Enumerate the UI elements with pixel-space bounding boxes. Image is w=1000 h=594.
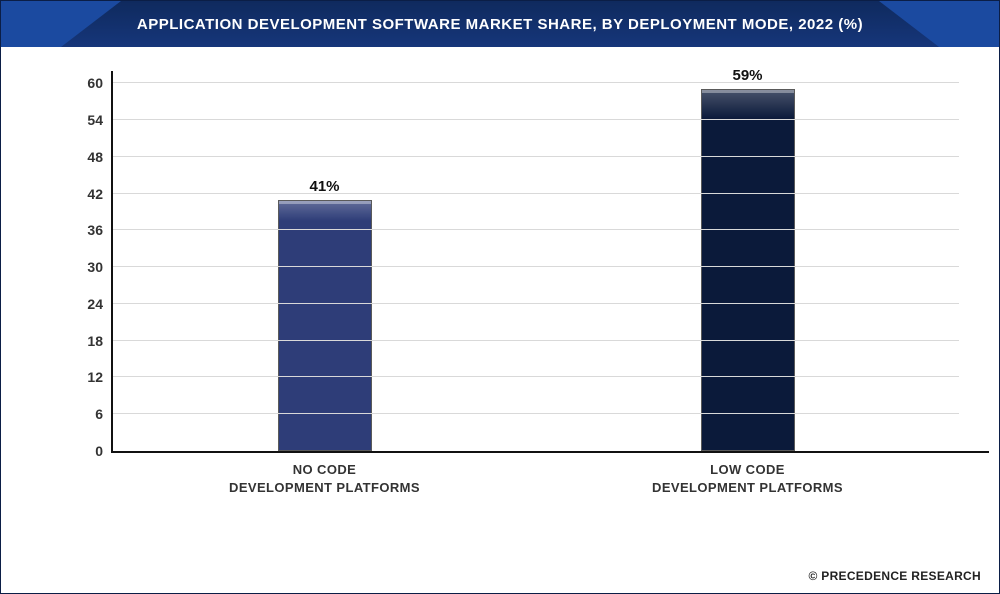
y-tick-label: 30 bbox=[87, 259, 103, 275]
y-tick-label: 54 bbox=[87, 112, 103, 128]
y-tick-label: 60 bbox=[87, 75, 103, 91]
y-tick-label: 24 bbox=[87, 296, 103, 312]
x-category-label: NO CODEDEVELOPMENT PLATFORMS bbox=[113, 461, 536, 496]
gridline bbox=[113, 303, 959, 304]
y-tick-label: 42 bbox=[87, 186, 103, 202]
title-bar: APPLICATION DEVELOPMENT SOFTWARE MARKET … bbox=[1, 1, 999, 47]
bar: 59% bbox=[701, 89, 795, 451]
gridline bbox=[113, 119, 959, 120]
x-category-label: LOW CODEDEVELOPMENT PLATFORMS bbox=[536, 461, 959, 496]
y-tick-label: 0 bbox=[95, 443, 103, 459]
y-tick-label: 6 bbox=[95, 406, 103, 422]
gridline bbox=[113, 82, 959, 83]
bar-highlight bbox=[702, 90, 794, 93]
y-tick-label: 36 bbox=[87, 222, 103, 238]
bars-row: 41% 59% bbox=[113, 71, 959, 451]
chart-frame: APPLICATION DEVELOPMENT SOFTWARE MARKET … bbox=[0, 0, 1000, 594]
x-labels-row: NO CODEDEVELOPMENT PLATFORMSLOW CODEDEVE… bbox=[113, 461, 959, 496]
y-tick-label: 18 bbox=[87, 333, 103, 349]
gridline bbox=[113, 193, 959, 194]
gridline bbox=[113, 340, 959, 341]
gridline bbox=[113, 156, 959, 157]
x-axis-extension bbox=[959, 451, 989, 453]
gridline bbox=[113, 229, 959, 230]
title-wedge-left bbox=[1, 1, 121, 47]
gridline bbox=[113, 376, 959, 377]
bar-slot: 41% bbox=[113, 71, 536, 451]
bar-slot: 59% bbox=[536, 71, 959, 451]
title-wedge-right bbox=[879, 1, 999, 47]
gridline bbox=[113, 266, 959, 267]
chart-title: APPLICATION DEVELOPMENT SOFTWARE MARKET … bbox=[137, 16, 863, 33]
bar-highlight bbox=[279, 201, 371, 204]
chart-area: 41% 59% NO CODEDEVELOPMENT PLATFORMSLOW C… bbox=[71, 71, 959, 503]
y-tick-label: 12 bbox=[87, 369, 103, 385]
gridline bbox=[113, 413, 959, 414]
footer-credit: © PRECEDENCE RESEARCH bbox=[808, 569, 981, 583]
plot-region: 41%59% NO CODEDEVELOPMENT PLATFORMSLOW C… bbox=[111, 71, 959, 453]
y-tick-label: 48 bbox=[87, 149, 103, 165]
